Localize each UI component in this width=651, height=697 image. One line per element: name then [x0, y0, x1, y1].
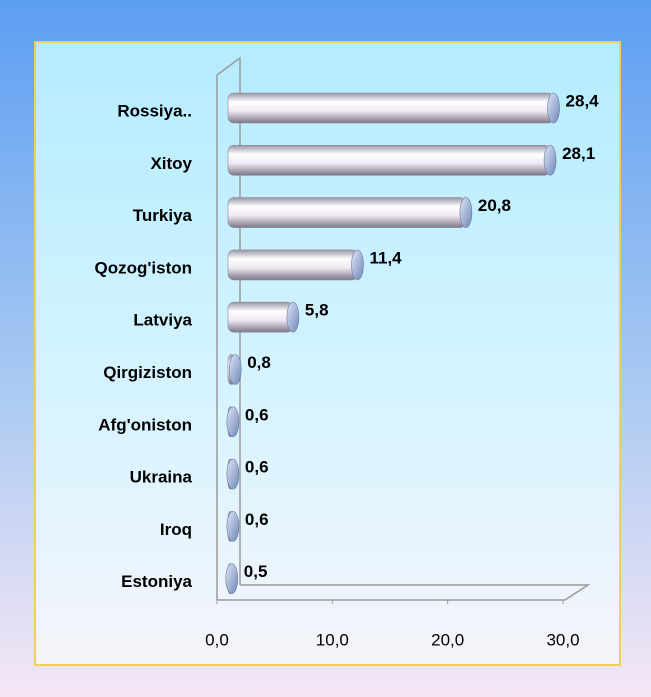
x-tick-label: 0,0 [205, 630, 229, 649]
y-tick-label: Rossiya.. [117, 101, 192, 120]
value-label: 0,5 [244, 562, 268, 581]
value-label: 0,8 [247, 353, 271, 372]
y-tick-label: Turkiya [133, 206, 193, 225]
x-tick-label: 30,0 [546, 630, 579, 649]
bar-cap [286, 301, 300, 333]
value-label: 11,4 [369, 248, 402, 267]
bar-cap [228, 354, 242, 385]
value-label: 0,6 [245, 458, 269, 477]
value-label: 20,8 [478, 196, 511, 215]
y-tick-label: Ukraina [130, 468, 193, 487]
bar [227, 249, 358, 281]
value-label: 0,6 [245, 405, 269, 424]
bar-cap [547, 92, 560, 124]
y-tick-label: Qozog'iston [94, 258, 192, 277]
value-label: 0,6 [245, 510, 269, 529]
x-tick-label: 10,0 [316, 630, 349, 649]
bar [227, 197, 467, 228]
bar-cap [543, 145, 557, 176]
value-label: 28,4 [566, 91, 600, 110]
bar [227, 145, 551, 176]
bar-cap [226, 406, 240, 438]
bar-cap [226, 511, 240, 542]
y-tick-label: Afg'oniston [98, 415, 192, 434]
y-tick-label: Xitoy [150, 154, 192, 173]
y-tick-label: Qirgiziston [103, 363, 192, 382]
bar [227, 301, 294, 333]
axis-floor [217, 584, 591, 601]
x-tick-label: 20,0 [431, 630, 464, 649]
value-label: 5,8 [305, 301, 329, 320]
bar-cap [226, 458, 240, 490]
bar [227, 92, 554, 124]
value-label: 28,1 [562, 144, 595, 163]
y-tick-label: Iroq [160, 520, 192, 539]
bar-cap [459, 197, 473, 228]
y-tick-label: Estoniya [121, 572, 192, 591]
bar-cap [351, 249, 364, 281]
bar-cap [225, 563, 239, 595]
y-tick-label: Latviya [133, 311, 192, 330]
